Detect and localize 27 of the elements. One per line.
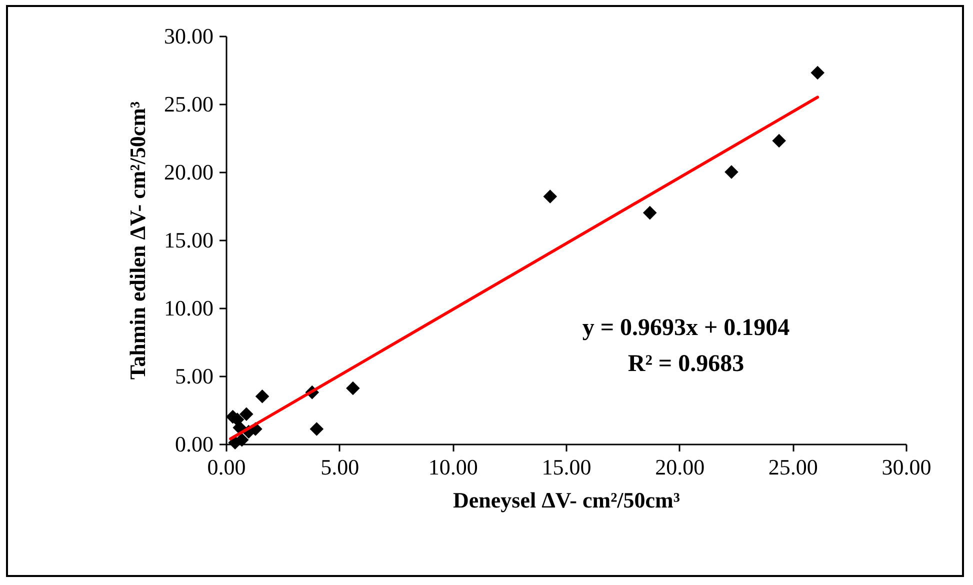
x-tick-label: 0.00 <box>207 454 246 480</box>
y-tick-label: 30.00 <box>164 24 214 48</box>
y-tick-label: 15.00 <box>164 228 214 252</box>
annotation: y = 0.9693x + 0.1904 <box>582 315 790 341</box>
x-tick-label: 5.00 <box>320 454 360 480</box>
annotation: R² = 0.9683 <box>628 351 744 377</box>
point <box>772 134 786 148</box>
point <box>346 381 360 396</box>
point <box>810 66 824 80</box>
x-tick-label: 15.00 <box>542 454 592 480</box>
x-tick-label: 20.00 <box>655 454 705 480</box>
point <box>724 165 738 179</box>
point <box>310 422 324 436</box>
y-tick-label: 10.00 <box>164 296 214 320</box>
y-tick-label: 20.00 <box>164 160 214 184</box>
point <box>543 190 558 204</box>
y-axis-title: Tahmin edilen ΔV- cm²/50cm³ <box>125 101 150 380</box>
y-tick-label: 25.00 <box>164 92 214 116</box>
x-tick-label: 25.00 <box>768 454 818 480</box>
point <box>255 390 270 404</box>
point <box>240 407 254 421</box>
x-tick-label: 10.00 <box>428 454 478 480</box>
y-tick-label: 5.00 <box>175 364 214 388</box>
x-tick-label: 30.00 <box>882 454 932 480</box>
point <box>642 206 657 220</box>
y-tick-label: 0.00 <box>175 432 214 456</box>
x-axis-title: Deneysel ΔV- cm²/50cm³ <box>453 488 680 512</box>
